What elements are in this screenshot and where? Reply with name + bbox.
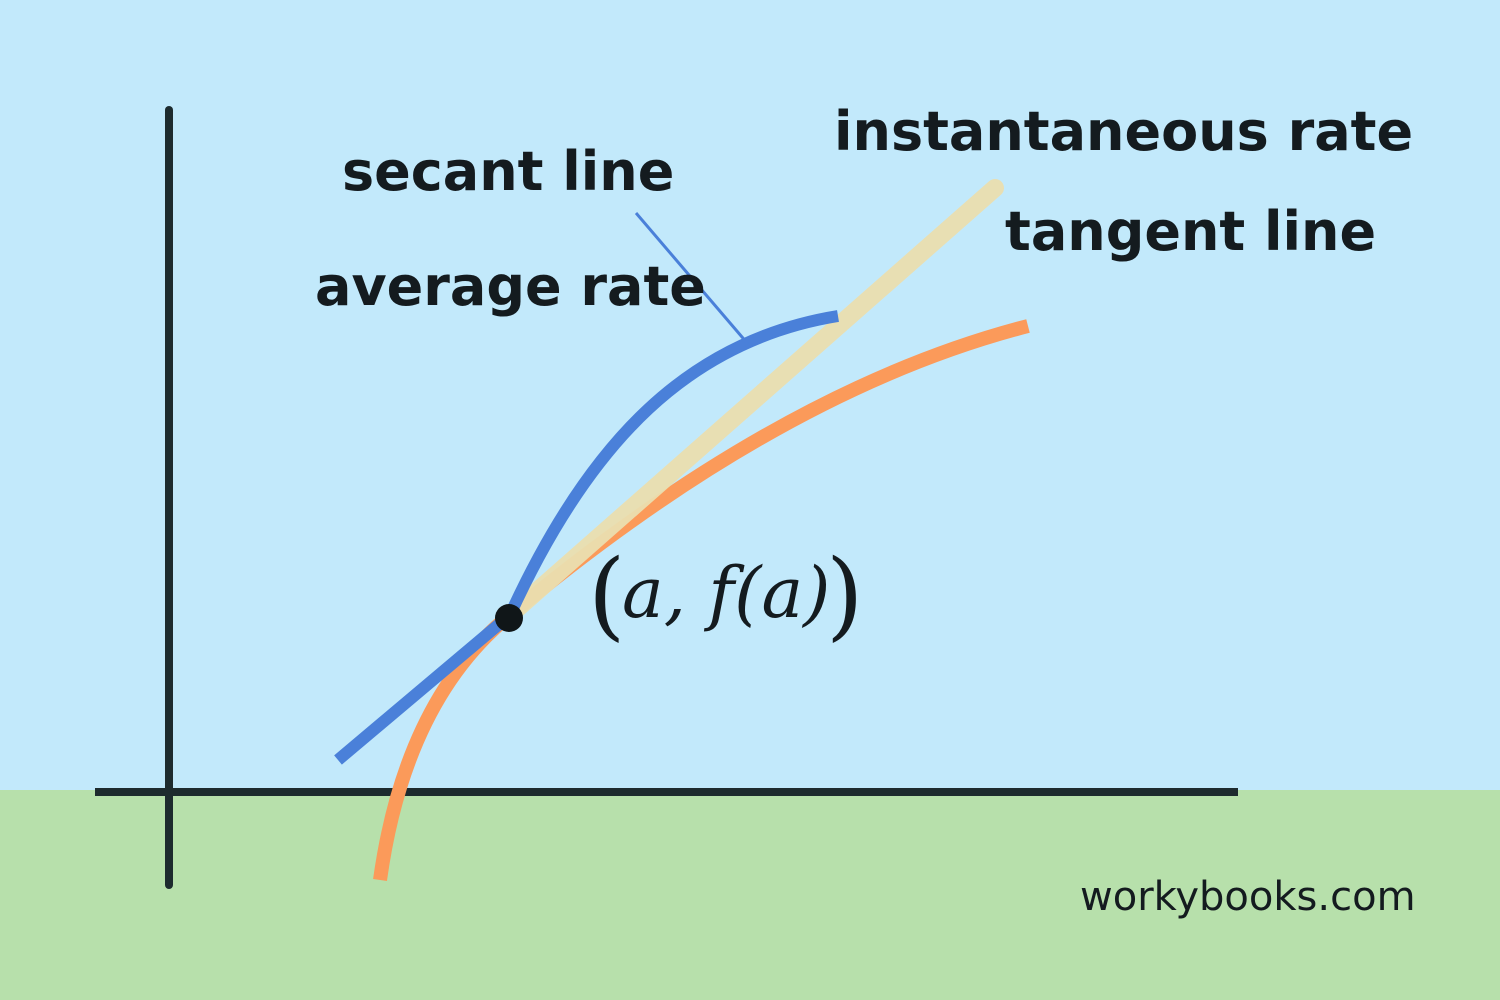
tangent-line-label: tangent line [1005, 200, 1376, 263]
point-marker-icon [495, 604, 523, 632]
average-rate-label: average rate [315, 255, 706, 318]
secant-line-label: secant line [342, 140, 674, 203]
point-label-close-paren: ) [826, 539, 863, 651]
point-label-open-paren: ( [588, 539, 625, 651]
tangent-line [501, 179, 1004, 624]
secant-curve [334, 310, 839, 765]
instantaneous-rate-label: instantaneous rate [834, 100, 1413, 163]
secant-pointer-line [634, 212, 750, 345]
point-label: a, f(a) [622, 552, 831, 634]
footer-site-text: workybooks.com [1080, 874, 1416, 920]
ground-background [0, 790, 1500, 1000]
